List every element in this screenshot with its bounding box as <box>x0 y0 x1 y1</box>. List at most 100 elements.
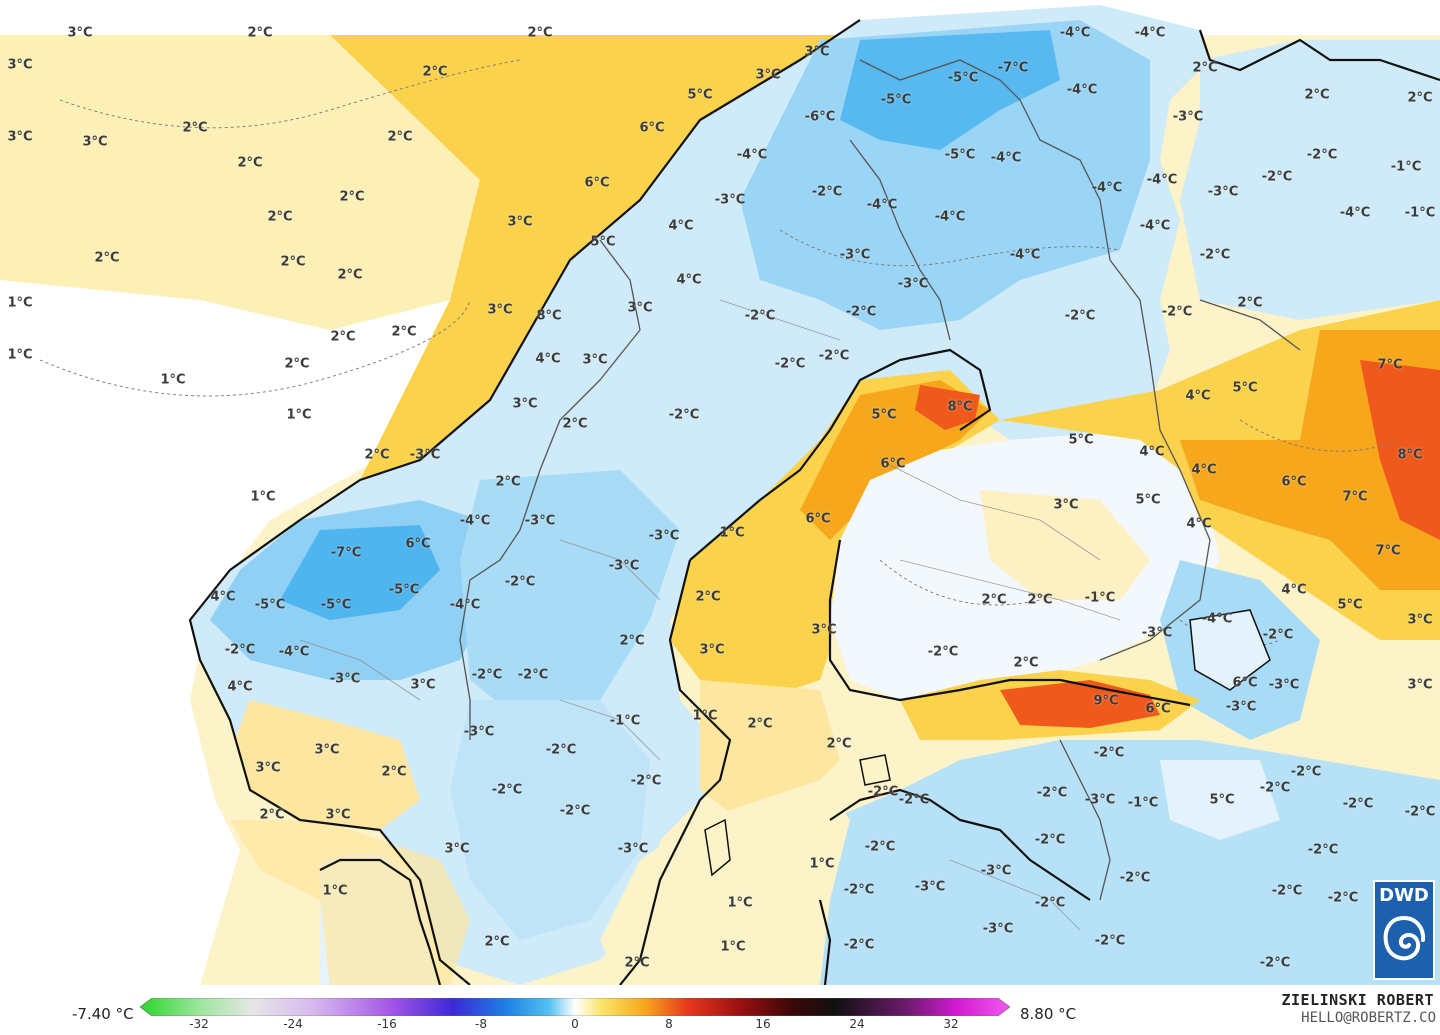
temperature-label: 3°C <box>7 129 33 145</box>
temperature-label: 2°C <box>280 254 306 270</box>
scandinavia-cold-core <box>740 20 1150 330</box>
temperature-label: 2°C <box>337 267 363 283</box>
temperature-label: 2°C <box>330 329 356 345</box>
temperature-label: 3°C <box>1407 677 1433 693</box>
temperature-label: 4°C <box>1139 444 1165 460</box>
temperature-label: -2°C <box>1199 247 1231 263</box>
temperature-label: 4°C <box>227 679 253 695</box>
temperature-label: -2°C <box>1034 895 1066 911</box>
temperature-label: 2°C <box>1407 90 1433 106</box>
temperature-label: -3°C <box>617 841 649 857</box>
temperature-label: -2°C <box>1342 796 1374 812</box>
color-scale <box>140 998 1010 1016</box>
temperature-label: 3°C <box>627 300 653 316</box>
temperature-label: 8°C <box>1397 447 1423 463</box>
temperature-label: -4°C <box>1009 247 1041 263</box>
temperature-label: 2°C <box>422 64 448 80</box>
temperature-label: -4°C <box>459 513 491 529</box>
temperature-label: 6°C <box>1145 701 1171 717</box>
temperature-label: -3°C <box>1172 109 1204 125</box>
temperature-label: -4°C <box>866 197 898 213</box>
temperature-label: -2°C <box>224 642 256 658</box>
map-canvas <box>0 0 1440 985</box>
legend-tick: 0 <box>571 1017 579 1031</box>
temperature-label: 7°C <box>1375 543 1401 559</box>
temperature-label: 6°C <box>405 536 431 552</box>
temperature-label: 2°C <box>1013 655 1039 671</box>
temperature-label: 2°C <box>1237 295 1263 311</box>
temperature-label: 3°C <box>582 352 608 368</box>
temperature-label: 5°C <box>871 407 897 423</box>
country-borders <box>459 59 1301 901</box>
legend-tick: 24 <box>849 1017 865 1031</box>
temperature-label: -2°C <box>843 882 875 898</box>
temperature-label: -2°C <box>811 184 843 200</box>
temperature-label: -4°C <box>449 597 481 613</box>
temperature-label: 1°C <box>720 939 746 955</box>
temperature-label: -1°C <box>1084 590 1116 606</box>
temperature-label: -2°C <box>818 348 850 364</box>
temperature-label: 4°C <box>1186 516 1212 532</box>
temperature-label: 2°C <box>624 955 650 971</box>
temperature-label: 2°C <box>267 209 293 225</box>
temperature-label: -3°C <box>1084 792 1116 808</box>
temperature-label: -6°C <box>804 109 836 125</box>
baltics-land <box>820 740 1440 985</box>
temperature-label: -3°C <box>897 276 929 292</box>
temperature-label: -4°C <box>990 150 1022 166</box>
temperature-label: -2°C <box>898 792 930 808</box>
temperature-label: 2°C <box>94 250 120 266</box>
temperature-label: -2°C <box>1327 890 1359 906</box>
temperature-label: 3°C <box>67 25 93 41</box>
temperature-label: 2°C <box>284 356 310 372</box>
temperature-label: 2°C <box>1027 592 1053 608</box>
norway-coast-warm <box>330 35 850 480</box>
temperature-label: 5°C <box>1337 597 1363 613</box>
baltics-light <box>1160 760 1280 840</box>
temperature-label: 4°C <box>1191 462 1217 478</box>
temperature-label: 1°C <box>809 856 835 872</box>
temperature-label: 3°C <box>7 57 33 73</box>
temperature-label: -1°C <box>1404 205 1436 221</box>
coastlines <box>188 19 1440 985</box>
temperature-label: 2°C <box>1192 60 1218 76</box>
temperature-label: -2°C <box>1306 147 1338 163</box>
temperature-label: 2°C <box>339 189 365 205</box>
legend-bar: -7.40 °C <box>0 985 1440 1035</box>
legend-min-value: -7.40 °C <box>72 1005 134 1023</box>
temperature-label: -4°C <box>1339 205 1371 221</box>
temperature-label: -2°C <box>1119 870 1151 886</box>
temperature-label: 1°C <box>286 407 312 423</box>
temperature-label: -3°C <box>329 671 361 687</box>
dwd-logo: DWD <box>1373 880 1435 980</box>
temperature-label: 2°C <box>619 633 645 649</box>
temperature-label: 3°C <box>1053 497 1079 513</box>
temperature-label: -3°C <box>839 247 871 263</box>
temperature-label: 2°C <box>259 807 285 823</box>
temperature-label: 3°C <box>507 214 533 230</box>
temperature-label: -2°C <box>1259 955 1291 971</box>
temperature-label: 4°C <box>1281 582 1307 598</box>
denmark-warm-sea <box>230 820 470 985</box>
temperature-label: -1°C <box>609 713 641 729</box>
temperature-label: -5°C <box>254 597 286 613</box>
temperature-label: -2°C <box>843 937 875 953</box>
temperature-label: -2°C <box>545 742 577 758</box>
temperature-label: 2°C <box>364 447 390 463</box>
temperature-label: 2°C <box>695 589 721 605</box>
temperature-label: -5°C <box>944 147 976 163</box>
temperature-label: -2°C <box>744 308 776 324</box>
temperature-label: -5°C <box>320 597 352 613</box>
temperature-label: 4°C <box>1185 388 1211 404</box>
temperature-label: 5°C <box>1135 492 1161 508</box>
temperature-label: -2°C <box>559 803 591 819</box>
temperature-label: 3°C <box>314 742 340 758</box>
legend-tick: -16 <box>377 1017 397 1031</box>
temperature-label: -3°C <box>1141 625 1173 641</box>
temperature-label: -4°C <box>934 209 966 225</box>
temperature-label: 2°C <box>182 120 208 136</box>
temperature-label: 6°C <box>1232 675 1258 691</box>
temperature-label: -5°C <box>880 92 912 108</box>
admin-borders <box>299 299 1121 931</box>
temperature-label: 2°C <box>391 324 417 340</box>
